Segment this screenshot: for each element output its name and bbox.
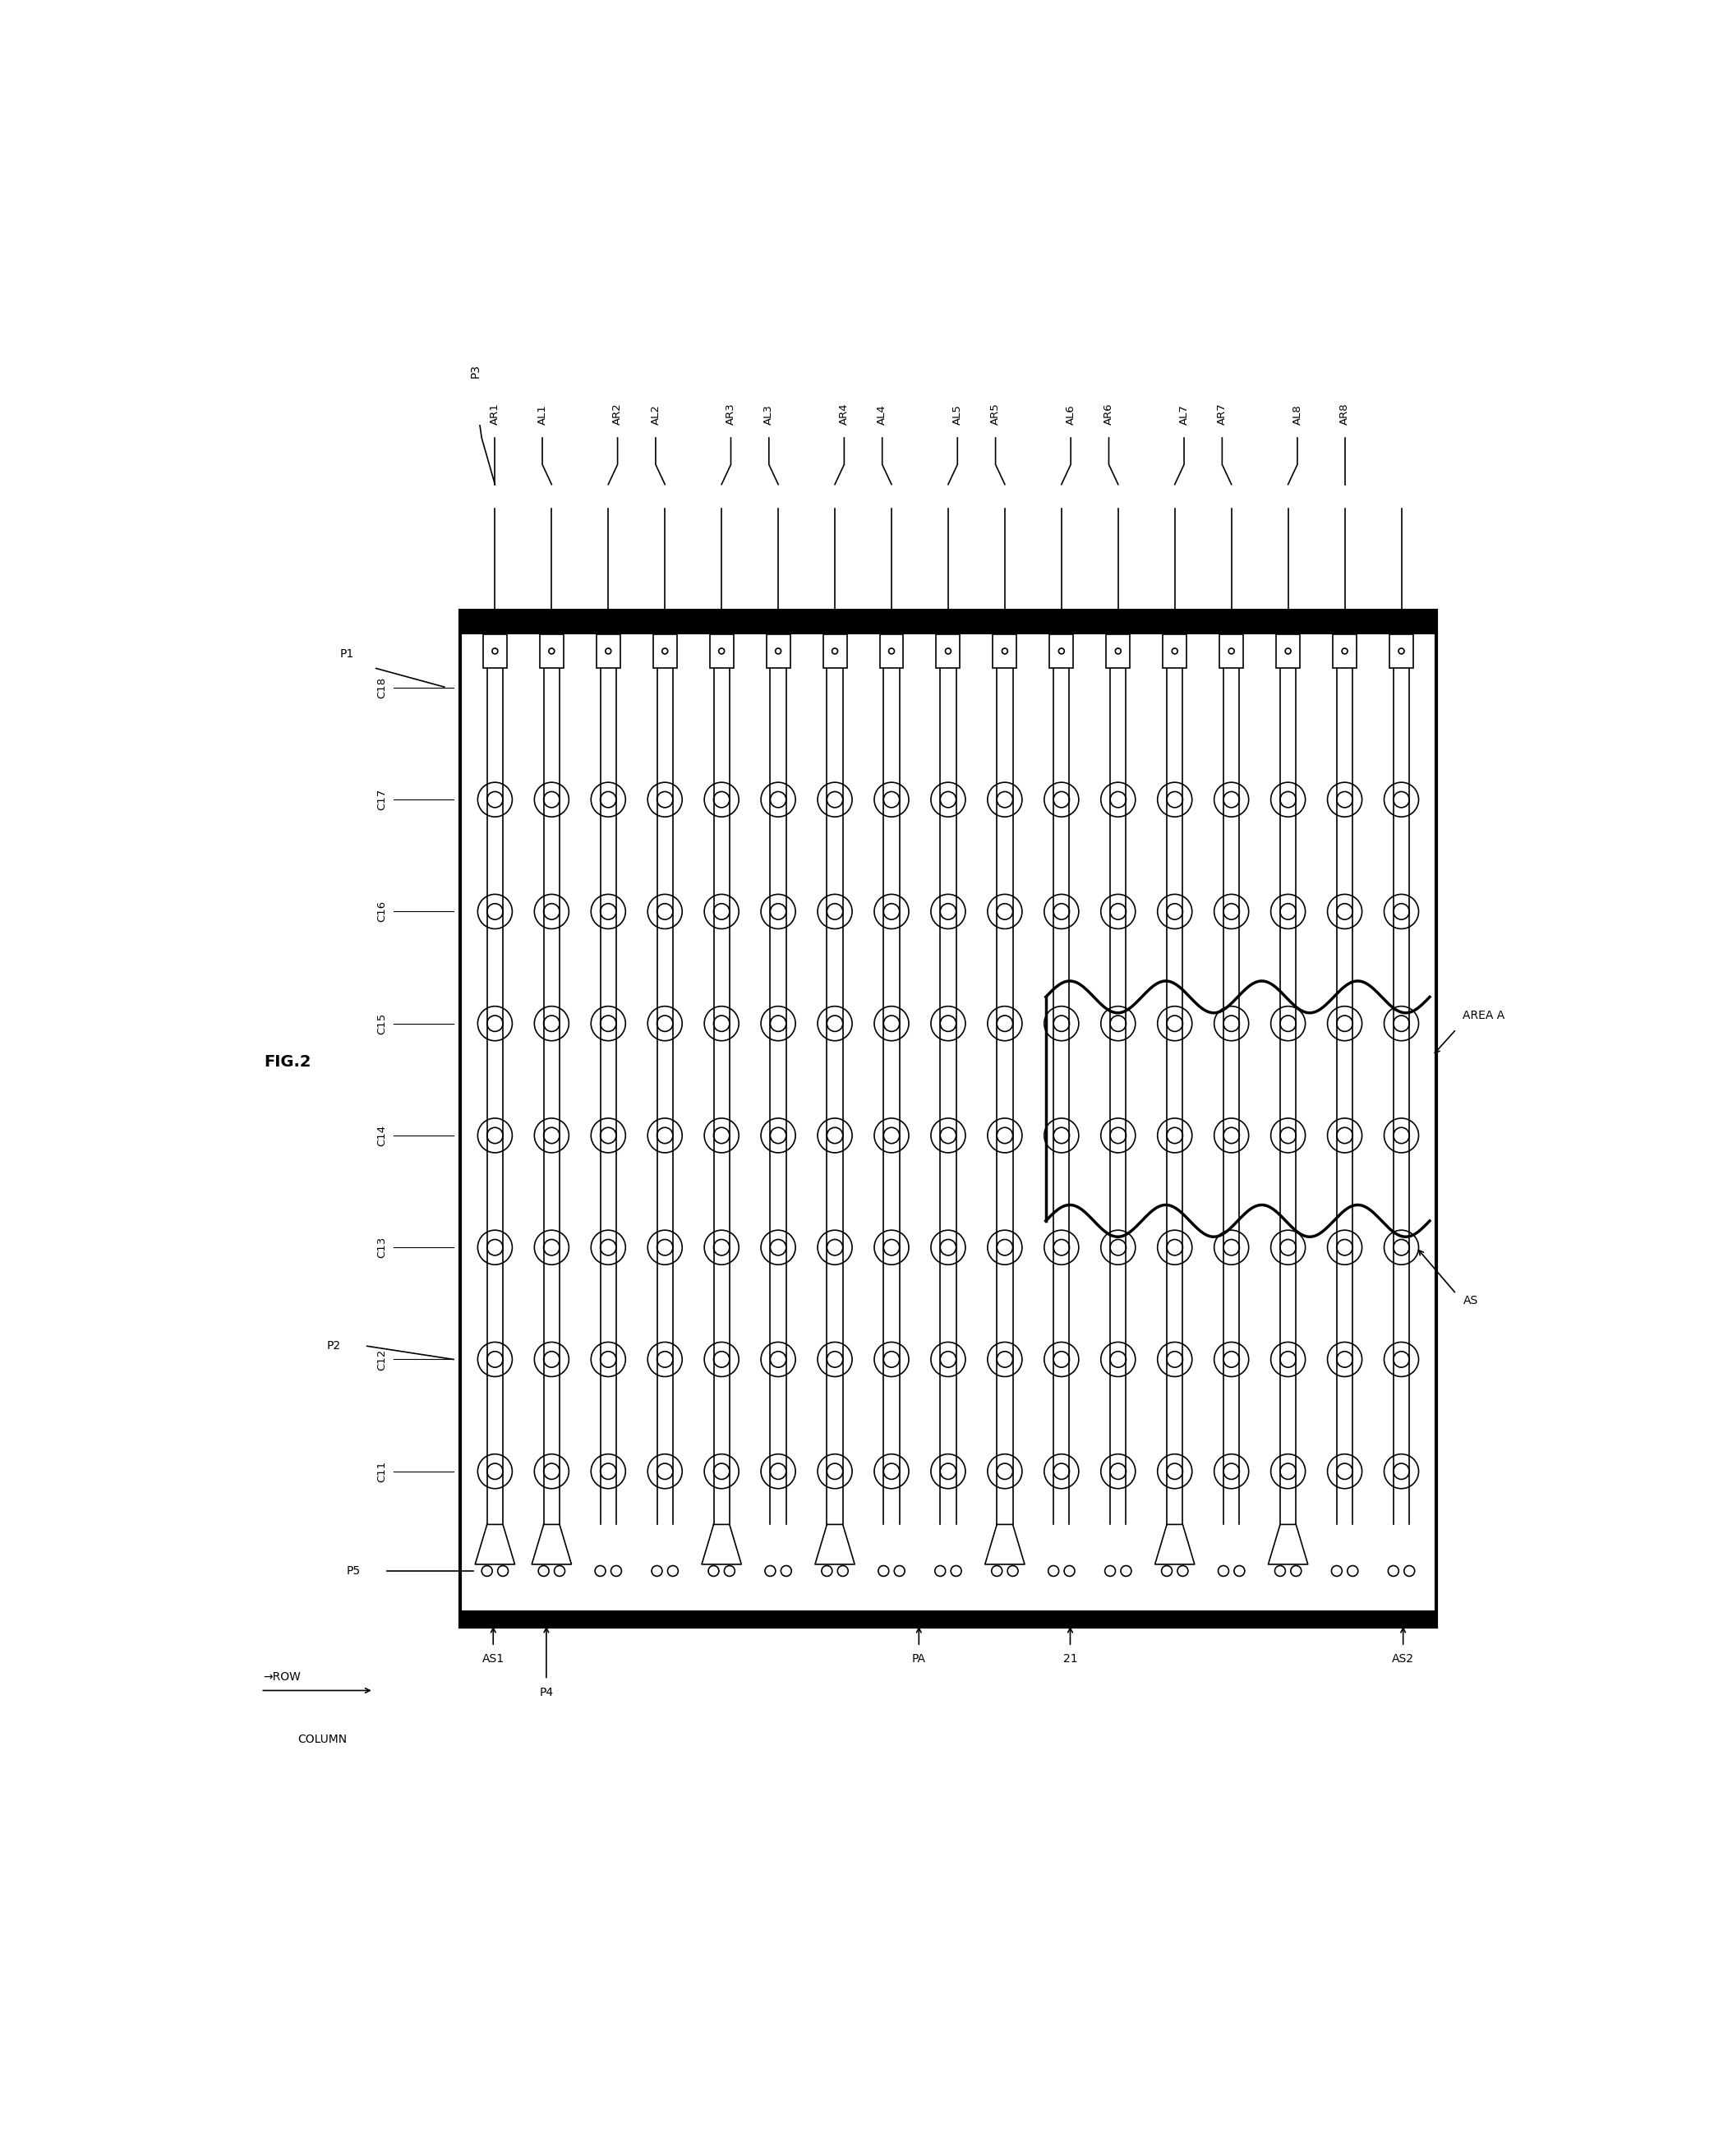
Text: C13: C13 bbox=[377, 1238, 387, 1259]
Text: C17: C17 bbox=[377, 789, 387, 811]
Text: AR2: AR2 bbox=[612, 403, 622, 425]
Text: P3: P3 bbox=[470, 364, 482, 377]
Text: AS1: AS1 bbox=[482, 1654, 504, 1664]
Text: AR3: AR3 bbox=[725, 403, 737, 425]
Text: AREA A: AREA A bbox=[1464, 1011, 1505, 1022]
Text: C11: C11 bbox=[377, 1460, 387, 1481]
Text: P5: P5 bbox=[346, 1565, 360, 1576]
Bar bbox=[459, 610, 1436, 634]
Text: FIG.2: FIG.2 bbox=[264, 1054, 310, 1069]
Bar bbox=[823, 634, 847, 668]
Bar bbox=[483, 634, 507, 668]
Text: P1: P1 bbox=[339, 649, 355, 660]
Text: AL3: AL3 bbox=[763, 403, 775, 425]
Bar bbox=[1049, 634, 1073, 668]
Text: C16: C16 bbox=[377, 901, 387, 923]
Text: AL5: AL5 bbox=[951, 403, 963, 425]
Text: 21: 21 bbox=[1063, 1654, 1078, 1664]
Text: AL2: AL2 bbox=[650, 403, 662, 425]
Text: AS2: AS2 bbox=[1392, 1654, 1414, 1664]
Text: AR6: AR6 bbox=[1104, 403, 1114, 425]
Bar bbox=[459, 610, 1436, 1628]
Bar bbox=[936, 634, 960, 668]
Text: AR8: AR8 bbox=[1339, 403, 1351, 425]
Bar bbox=[459, 1611, 1436, 1628]
Text: →ROW: →ROW bbox=[264, 1671, 302, 1682]
Text: P2: P2 bbox=[327, 1341, 341, 1352]
Text: AL4: AL4 bbox=[878, 405, 888, 425]
Text: C18: C18 bbox=[377, 677, 387, 699]
Bar bbox=[596, 634, 620, 668]
Text: AS: AS bbox=[1464, 1296, 1477, 1307]
Text: AR4: AR4 bbox=[838, 403, 850, 425]
Text: AR1: AR1 bbox=[490, 403, 500, 425]
Bar bbox=[1220, 634, 1243, 668]
Text: C14: C14 bbox=[377, 1125, 387, 1147]
Text: C15: C15 bbox=[377, 1013, 387, 1035]
Text: AL1: AL1 bbox=[536, 403, 548, 425]
Bar bbox=[992, 634, 1016, 668]
Text: AL7: AL7 bbox=[1179, 403, 1190, 425]
Text: C12: C12 bbox=[377, 1350, 387, 1371]
Text: AL6: AL6 bbox=[1066, 405, 1076, 425]
Bar bbox=[1162, 634, 1186, 668]
Text: COLUMN: COLUMN bbox=[298, 1733, 348, 1746]
Bar bbox=[879, 634, 903, 668]
Bar bbox=[1106, 634, 1130, 668]
Text: AR7: AR7 bbox=[1217, 403, 1227, 425]
Text: PA: PA bbox=[912, 1654, 926, 1664]
Bar bbox=[710, 634, 734, 668]
Text: P4: P4 bbox=[540, 1686, 554, 1699]
Bar bbox=[540, 634, 564, 668]
Text: AR5: AR5 bbox=[991, 403, 1001, 425]
Bar bbox=[1277, 634, 1299, 668]
Bar bbox=[1333, 634, 1356, 668]
Text: AL8: AL8 bbox=[1292, 405, 1303, 425]
Bar bbox=[1390, 634, 1414, 668]
Bar bbox=[766, 634, 790, 668]
Bar bbox=[653, 634, 677, 668]
